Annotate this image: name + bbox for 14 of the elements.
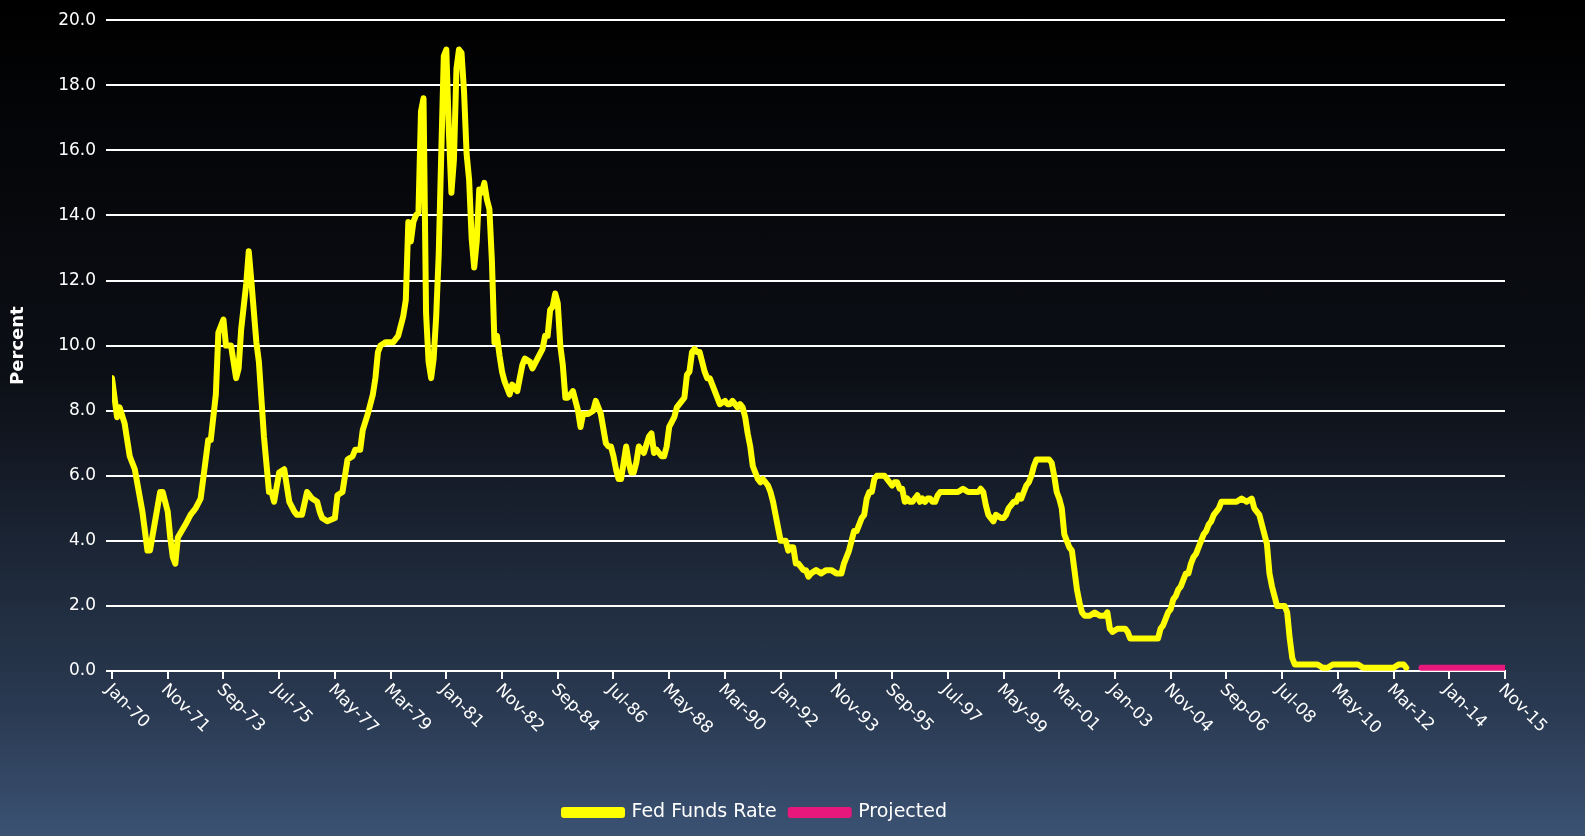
y-tick-label: 4.0 [68,529,96,550]
y-tick-label: 8.0 [68,399,96,420]
legend-label: Projected [858,799,947,822]
y-tick-label: 16.0 [58,138,96,159]
y-tick-label: 20.0 [58,8,96,29]
y-tick-label: 6.0 [68,464,96,485]
y-tick-label: 12.0 [58,268,96,289]
y-tick-label: 10.0 [58,334,96,355]
y-tick-label: 18.0 [58,73,96,94]
y-tick-label: 0.0 [68,659,96,680]
y-tick-label: 14.0 [58,203,96,224]
y-tick-label: 2.0 [68,594,96,615]
legend-label: Fed Funds Rate [631,799,777,822]
y-axis-title: Percent [6,305,28,385]
